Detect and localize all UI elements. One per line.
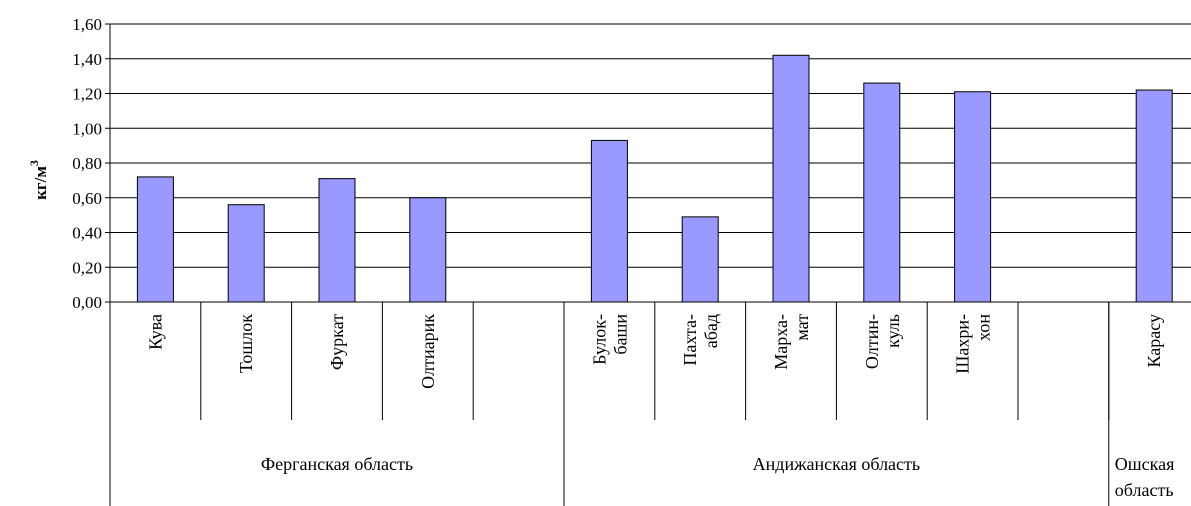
group-label: Андижанская область [753,454,920,474]
bar [409,197,447,303]
group-label-line: Ошская [1115,454,1175,474]
y-tick-label: 1,00 [72,119,102,138]
group-labels: Ферганская область Андижанская область Ошс… [261,454,1174,500]
category-label-line: Тошлок [236,314,256,373]
y-tick-label: 1,20 [72,85,102,104]
y-tick-label: 1,40 [72,50,102,69]
group-label-line: область [1115,480,1174,500]
category-label: Марха-мат [771,314,812,370]
category-label-line: Шахри- [953,314,973,374]
gridlines [110,23,1191,268]
category-label: Пахта-абад [680,314,721,366]
bar [772,54,810,303]
y-tick-label: 1,60 [72,15,102,34]
y-tick-label: 0,80 [72,154,102,173]
category-label-line: Пахта- [680,314,700,366]
category-label: Тошлок [236,314,256,373]
category-label-line: Карасу [1144,314,1164,368]
y-tick-labels: 0,00 0,20 0,40 0,60 0,80 1,00 1,20 1,40 1,60 [72,15,102,312]
y-axis-label-text: кг/м [31,166,50,200]
category-label-line: Олтин- [862,314,882,369]
y-tick-label: 0,40 [72,224,102,243]
bar [136,176,174,303]
category-labels: Кува Тошлок Фуркат Олтиарик Булок-баши Пахта-… [145,314,1164,389]
category-label-line: Марха- [771,314,791,370]
group-label-line: Ферганская область [261,454,413,474]
bar [318,178,356,303]
y-tick-label: 0,60 [72,189,102,208]
y-tick-label: 0,20 [72,258,102,277]
bars [136,54,1173,303]
bar [681,216,719,303]
category-label: Карасу [1144,314,1164,368]
bar [863,82,901,303]
category-label-line: Кува [145,314,165,350]
axes [105,23,1191,506]
category-label: Олтиарик [418,314,438,389]
category-label-line: хон [974,314,994,341]
group-label-line: Андижанская область [753,454,920,474]
y-axis-label-superscript: 3 [27,160,41,166]
y-axis-label: кг/м3 [27,160,50,200]
bar [227,204,265,303]
category-label-line: мат [792,314,812,341]
category-label-line: Булок- [589,314,609,365]
category-label: Кува [145,314,165,350]
group-label: Ферганская область [261,454,413,474]
bar [954,91,992,303]
category-label-line: Олтиарик [418,314,438,389]
category-label-line: куль [883,314,903,348]
category-label-line: Фуркат [327,314,347,370]
category-label: Шахри-хон [953,314,994,374]
category-label: Фуркат [327,314,347,370]
bar [1135,89,1173,303]
bar [590,139,628,303]
category-label-line: баши [610,314,630,355]
y-tick-label: 0,00 [72,293,102,312]
group-label: Ошская область [1115,454,1175,500]
category-label: Олтин-куль [862,314,903,369]
category-label: Булок-баши [589,314,630,365]
category-label-line: абад [701,314,721,348]
